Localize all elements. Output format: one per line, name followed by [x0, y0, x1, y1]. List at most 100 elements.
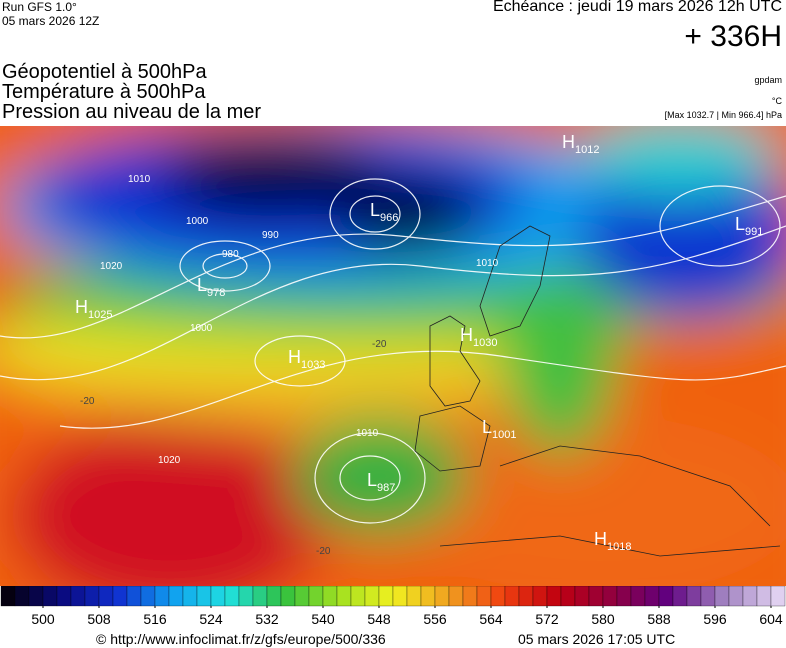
colorbar-swatch [504, 586, 520, 607]
colorbar-label: 508 [87, 611, 111, 627]
colorbar-swatch [728, 586, 744, 607]
colorbar-swatch [252, 586, 268, 607]
center-kind: L [367, 470, 377, 490]
colorbar-swatch [56, 586, 72, 607]
isobar-label: 1010 [356, 428, 379, 439]
colorbar-swatch [490, 586, 506, 607]
colorbar-swatch [406, 586, 422, 607]
center-value: 1018 [607, 541, 631, 553]
colorbar: 500 508 516 524 532 540 548 556 564 572 580 588 596 6… [0, 586, 786, 627]
colorbar-label: 524 [199, 611, 223, 627]
colorbar-swatch [182, 586, 198, 607]
colorbar-swatch [196, 586, 212, 607]
isobar-label: 990 [262, 230, 279, 241]
pressure-center: L978 [197, 275, 225, 299]
lead-time: + 336H [684, 20, 782, 53]
colorbar-swatch [448, 586, 464, 607]
colorbar-swatch [70, 586, 86, 607]
center-value: 1030 [473, 337, 497, 349]
colorbar-swatch [476, 586, 492, 607]
center-kind: H [75, 297, 88, 317]
title: Pression au niveau de la mer [2, 101, 262, 123]
colorbar-swatch [378, 586, 394, 607]
pressure-center: H1018 [594, 529, 631, 553]
center-kind: L [370, 200, 380, 220]
colorbar-swatch [518, 586, 534, 607]
pressure-center: L991 [735, 214, 763, 238]
colorbar-swatch [686, 586, 702, 607]
colorbar-swatch [630, 586, 646, 607]
colorbar-swatch [532, 586, 548, 607]
colorbar-swatch [336, 586, 352, 607]
colorbar-swatch [756, 586, 772, 607]
colorbar-swatch [546, 586, 562, 607]
pressure-center: H1025 [75, 297, 112, 321]
pressure-center: H1012 [562, 132, 599, 156]
center-kind: H [460, 325, 473, 345]
run-date: 05 mars 2026 12Z [2, 14, 100, 28]
colorbar-swatch [420, 586, 436, 607]
colorbar-swatch [84, 586, 100, 607]
footer-date: 05 mars 2026 17:05 UTC [518, 631, 676, 647]
center-value: 991 [745, 226, 763, 238]
pressure-center: H1033 [288, 347, 325, 371]
colorbar-swatch [266, 586, 282, 607]
pressure-center: L966 [370, 200, 398, 224]
colorbar-swatch [462, 586, 478, 607]
center-value: 1012 [575, 144, 599, 156]
colorbar-swatch [154, 586, 170, 607]
map: H1012L991L966L978H1025H1033H1030L1001L98… [0, 126, 786, 586]
colorbar-label: 548 [367, 611, 391, 627]
isobar-label: -20 [372, 339, 387, 350]
colorbar-swatch [742, 586, 758, 607]
colorbar-label: 564 [479, 611, 503, 627]
colorbar-swatch [602, 586, 618, 607]
colorbar-swatch [644, 586, 660, 607]
colorbar-swatch [658, 586, 674, 607]
center-value: 987 [377, 482, 395, 494]
colorbar-swatch [392, 586, 408, 607]
colorbar-swatch [574, 586, 590, 607]
colorbar-swatch [350, 586, 366, 607]
colorbar-swatch [770, 586, 786, 607]
colorbar-swatch [238, 586, 254, 607]
title: Géopotentiel à 500hPa [2, 61, 207, 83]
center-value: 1001 [492, 429, 516, 441]
unit: gpdam [754, 75, 782, 85]
colorbar-swatch [434, 586, 450, 607]
pressure-center: L1001 [482, 417, 517, 441]
footer-source: © http://www.infoclimat.fr/z/gfs/europe/… [96, 631, 386, 647]
colorbar-swatch [140, 586, 156, 607]
colorbar-label: 596 [703, 611, 727, 627]
center-kind: H [288, 347, 301, 367]
colorbar-swatch [672, 586, 688, 607]
isobar-label: 1010 [128, 174, 151, 185]
isobar-label: -20 [80, 396, 95, 407]
unit: [Max 1032.7 | Min 966.4] hPa [664, 110, 782, 120]
colorbar-label: 532 [255, 611, 279, 627]
isobar-label: 1020 [158, 455, 181, 466]
colorbar-swatch [210, 586, 226, 607]
colorbar-swatch [126, 586, 142, 607]
colorbar-swatch [168, 586, 184, 607]
colorbar-label: 580 [591, 611, 615, 627]
run: Run GFS 1.0° [2, 0, 77, 14]
colorbar-swatch [98, 586, 114, 607]
colorbar-swatch [364, 586, 380, 607]
colorbar-label: 516 [143, 611, 167, 627]
center-kind: H [562, 132, 575, 152]
isobar-label: 1010 [476, 258, 499, 269]
title: Température à 500hPa [2, 81, 206, 103]
center-kind: L [735, 214, 745, 234]
colorbar-swatch [322, 586, 338, 607]
colorbar-label: 604 [759, 611, 783, 627]
colorbar-swatch [700, 586, 716, 607]
colorbar-swatch [308, 586, 324, 607]
colorbar-label: 572 [535, 611, 559, 627]
colorbar-swatch [42, 586, 58, 607]
colorbar-swatch [224, 586, 240, 607]
colorbar-label: 500 [31, 611, 55, 627]
unit: °C [771, 96, 782, 106]
colorbar-swatch [0, 586, 16, 607]
